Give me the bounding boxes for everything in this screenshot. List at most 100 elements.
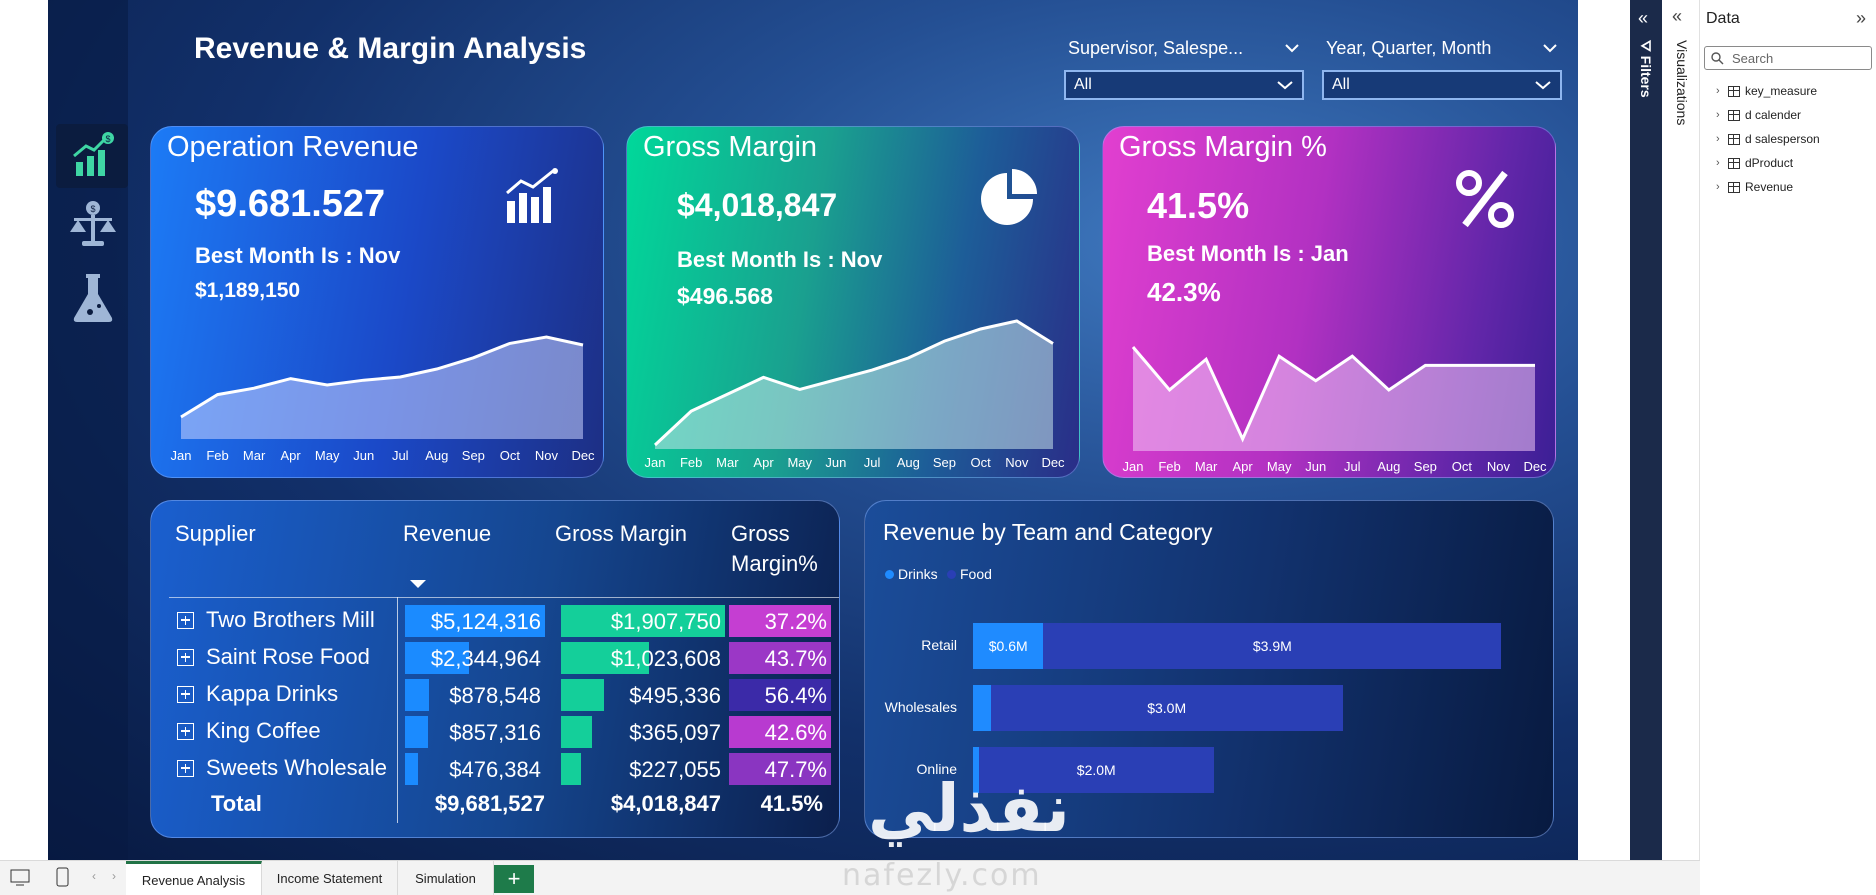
x-tick-label: May [787, 455, 812, 470]
x-tick-label: Feb [206, 448, 228, 463]
expand-plus-icon[interactable] [177, 759, 194, 777]
cell-value: 42.6% [764, 720, 827, 745]
mobile-view-icon[interactable] [56, 867, 70, 887]
cell-value: $2,344,964 [430, 646, 541, 671]
data-table-item[interactable]: › key_measure [1716, 84, 1817, 98]
collapse-icon[interactable]: « [1638, 8, 1649, 28]
chevron-right-icon[interactable]: › [1716, 157, 1720, 169]
gross-margin-card[interactable]: Jan Feb Mar Apr May Jun Jul Aug Sep Oct Nov Dec Gro… [626, 126, 1080, 478]
chevron-right-icon[interactable]: › [1716, 85, 1720, 97]
slicer-dropdown[interactable]: All [1064, 70, 1304, 100]
supplier-name: Two Brothers Mill [206, 607, 375, 632]
cell-value: $227,055 [629, 757, 721, 782]
card-value: $9.681.527 [195, 183, 386, 225]
axis-label: Retail [921, 637, 957, 653]
cell-value: 56.4% [764, 683, 827, 708]
sort-descending-icon[interactable] [409, 579, 427, 589]
slicer-dropdown[interactable]: All [1322, 70, 1562, 100]
column-header-gm-percent-line2[interactable]: Margin% [731, 551, 818, 576]
bar-segment-food[interactable]: $3.9M [1043, 623, 1502, 669]
table-row-label[interactable]: Sweets Wholesale [177, 755, 387, 781]
x-tick-label: Jun [1305, 459, 1326, 474]
card-title: Gross Margin [643, 131, 818, 163]
next-page-icon[interactable]: › [112, 869, 116, 883]
column-header-gross-margin[interactable]: Gross Margin [555, 521, 688, 546]
tab-income-statement[interactable]: Income Statement [262, 861, 398, 895]
operation-revenue-card[interactable]: Jan Feb Mar Apr May Jun Jul Aug Sep Oct Nov Dec Ope… [150, 126, 604, 478]
desktop-view-icon[interactable] [10, 869, 30, 887]
expand-icon[interactable]: » [1855, 8, 1866, 28]
supervisor-slicer[interactable]: Supervisor, Salespe... All [1064, 36, 1304, 100]
prev-page-icon[interactable]: ‹ [92, 869, 96, 883]
revenue-cell: $878,548 [405, 679, 545, 711]
cell-value: $878,548 [449, 683, 541, 708]
visualizations-pane[interactable]: « Visualizations [1662, 0, 1700, 860]
card-value: $4,018,847 [677, 187, 838, 223]
date-slicer[interactable]: Year, Quarter, Month All [1322, 36, 1562, 100]
table-row-label[interactable]: Saint Rose Food [177, 644, 370, 670]
bar-segment-drinks[interactable]: $0.6M [973, 623, 1044, 669]
bar-segment-food[interactable]: $2.0M [978, 747, 1214, 793]
legend-item-drinks[interactable]: Drinks [885, 566, 938, 582]
table-icon [1728, 85, 1740, 97]
watermark-arabic: نفذلي [868, 770, 1070, 847]
filters-pane[interactable]: « ⛛ Filters [1630, 0, 1662, 860]
chevron-right-icon[interactable]: › [1716, 109, 1720, 121]
bar-segment-food[interactable]: $3.0M [990, 685, 1343, 731]
revenue-chart-nav-icon[interactable]: $ [66, 128, 120, 184]
bar-segment-drinks[interactable] [973, 685, 991, 731]
table-icon [1728, 181, 1740, 193]
data-pane[interactable]: Data » Search › key_measure › d calender › d … [1700, 0, 1876, 895]
table-row-label[interactable]: Kappa Drinks [177, 681, 338, 707]
expand-plus-icon[interactable] [177, 722, 194, 740]
chevron-right-icon[interactable]: › [1716, 133, 1720, 145]
legend-item-food[interactable]: Food [947, 566, 992, 582]
collapse-icon[interactable]: « [1672, 6, 1683, 26]
cell-value: $1,907,750 [610, 609, 721, 634]
pie-chart-icon [981, 169, 1037, 225]
page-title: Revenue & Margin Analysis [194, 32, 587, 65]
table-row-label[interactable]: Two Brothers Mill [177, 607, 375, 633]
tab-simulation[interactable]: Simulation [398, 861, 494, 895]
flask-nav-icon[interactable] [66, 270, 120, 326]
expand-plus-icon[interactable] [177, 648, 194, 666]
chart-title: Revenue by Team and Category [883, 519, 1213, 545]
tab-revenue-analysis[interactable]: Revenue Analysis [126, 861, 262, 895]
column-header-supplier[interactable]: Supplier [175, 521, 256, 546]
gross-margin-percent-card[interactable]: Jan Feb Mar Apr May Jun Jul Aug Sep Oct Nov Dec Gro… [1102, 126, 1556, 478]
chevron-down-icon[interactable] [1542, 43, 1558, 53]
data-table-item[interactable]: › d salesperson [1716, 132, 1820, 146]
column-header-gm-percent-line1[interactable]: Gross [731, 521, 790, 546]
best-month-value: $1,189,150 [195, 279, 301, 302]
column-header-revenue[interactable]: Revenue [403, 521, 492, 546]
chevron-right-icon[interactable]: › [1716, 181, 1720, 193]
data-bar [405, 716, 429, 748]
gm-percent-cell: 56.4% [729, 679, 831, 711]
expand-plus-icon[interactable] [177, 611, 194, 629]
gross-margin-cell: $365,097 [561, 716, 725, 748]
expand-plus-icon[interactable] [177, 685, 194, 703]
data-table-item[interactable]: › d calender [1716, 108, 1801, 122]
supplier-name: Kappa Drinks [206, 681, 339, 706]
data-search-input[interactable]: Search [1704, 46, 1872, 70]
x-tick-label: Apr [753, 455, 774, 470]
legend-swatch [947, 569, 956, 579]
add-page-button[interactable]: + [494, 865, 534, 893]
data-bar [405, 679, 429, 711]
x-tick-label: Dec [1523, 459, 1547, 474]
chevron-down-icon[interactable] [1284, 43, 1300, 53]
revenue-by-team-chart[interactable]: Revenue by Team and Category Drinks Food… [864, 500, 1554, 838]
visualizations-pane-label: Visualizations [1674, 40, 1690, 126]
gross-margin-area-chart: Jan Feb Mar Apr May Jun Jul Aug Sep Oct Nov Dec [645, 319, 1065, 470]
balance-scale-nav-icon[interactable]: $ [66, 198, 120, 254]
data-table-item[interactable]: › Revenue [1716, 180, 1793, 194]
bar-segment-drinks[interactable] [973, 747, 979, 793]
data-bar [561, 642, 649, 674]
data-table-item[interactable]: › dProduct [1716, 156, 1793, 170]
legend-label: Drinks [898, 566, 938, 582]
x-tick-label: Aug [897, 455, 920, 470]
supplier-name: Saint Rose Food [206, 644, 370, 669]
supplier-matrix[interactable]: Supplier Revenue Gross Margin Gross Marg… [150, 500, 840, 838]
table-row-label[interactable]: King Coffee [177, 718, 321, 744]
best-month-label: Best Month Is : Jan [1147, 241, 1349, 266]
